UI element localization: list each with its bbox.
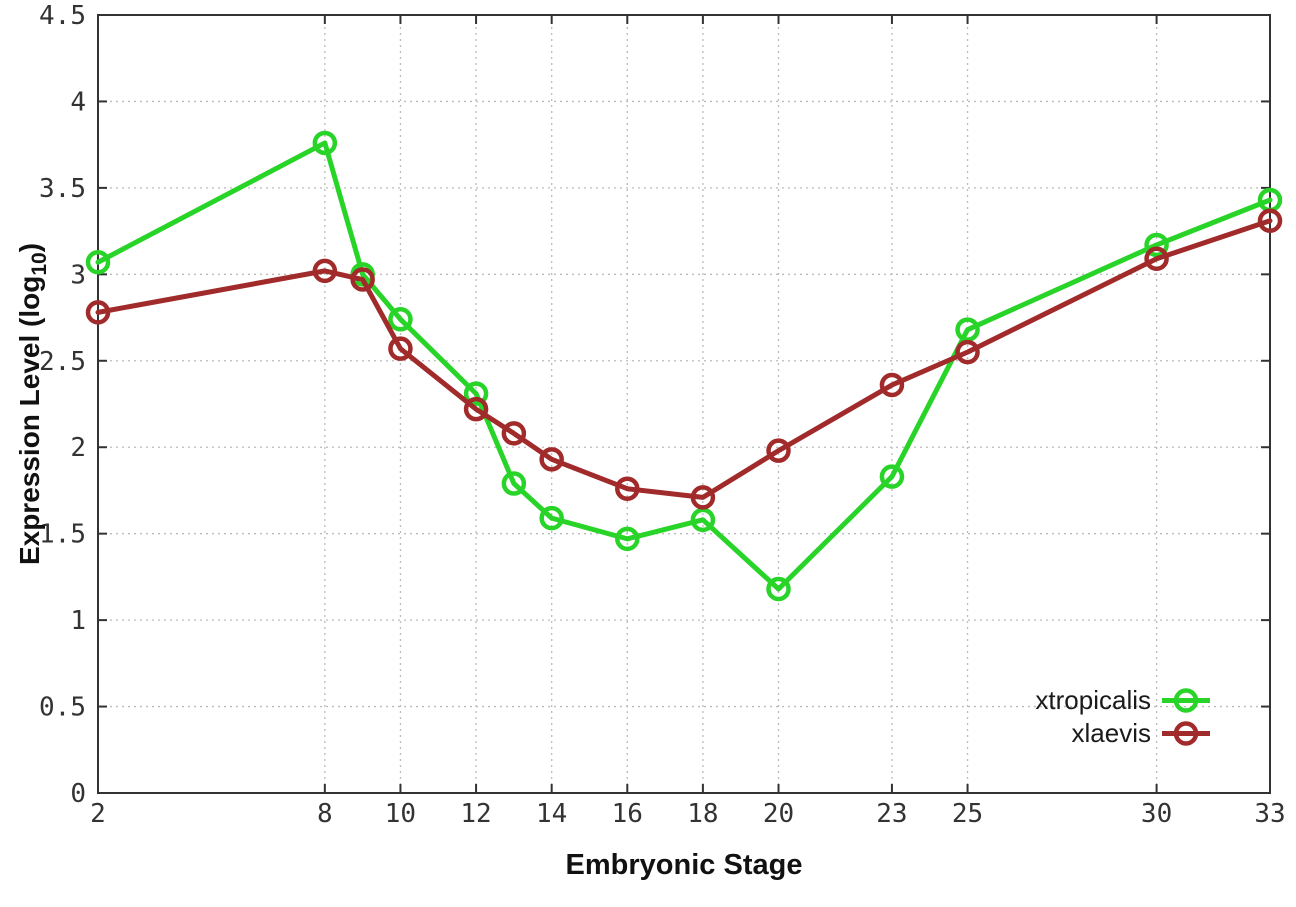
data-point-xlaevis [388,336,413,361]
data-point-xtropicalis [85,249,111,275]
data-point-xtropicalis [615,526,640,552]
x-tick-label: 10 [385,799,416,829]
y-tick-label: 1 [70,606,86,636]
series-line-xtropicalis [95,140,1273,592]
data-point-xtropicalis [463,381,489,406]
y-axis-title: Expression Level (log10) [14,243,52,565]
x-axis-title: Embryonic Stage [565,849,803,881]
x-tick-label: 12 [460,799,491,829]
data-point-xlaevis [85,300,111,325]
data-point-xlaevis [501,421,527,446]
data-point-xtropicalis [690,507,716,533]
plot-frame [97,14,1271,794]
data-point-xtropicalis [388,307,413,332]
x-tick-label: 25 [952,799,983,829]
y-tick-label: 4.5 [39,1,86,31]
y-axis-title-close: ) [14,242,46,253]
data-point-xlaevis [879,372,905,398]
y-tick-label: 2 [70,433,86,463]
data-point-xlaevis [1257,208,1283,233]
y-tick-label: 2.5 [39,347,86,377]
legend-marker-icon [1162,721,1210,746]
x-tick-label: 33 [1254,799,1285,829]
legend-item-xlaevis: xlaevis [1035,719,1212,748]
data-point-xtropicalis [312,130,338,156]
x-tick-label: 14 [536,799,567,829]
y-tick-label: 0 [70,779,86,809]
legend-item-xtropicalis: xtropicalis [1035,686,1212,715]
data-point-xlaevis [350,267,375,292]
data-point-xtropicalis [1144,232,1169,258]
y-axis-title-subscript: 10 [27,252,51,276]
x-tick-label: 8 [317,799,333,829]
y-tick-label: 4 [70,87,86,117]
x-tick-label: 23 [876,799,907,829]
legend: xtropicalis xlaevis [1035,686,1212,748]
x-tick-label: 30 [1141,799,1172,829]
series-line-xlaevis [95,218,1273,500]
data-point-xlaevis [1144,246,1169,272]
y-axis-title-text: Expression Level (log [14,275,46,566]
data-point-xlaevis [615,476,640,501]
y-tick-label: 1.5 [39,520,86,550]
data-point-xlaevis [539,447,564,472]
y-tick-label: 3 [70,260,86,290]
legend-label: xlaevis [1071,718,1151,748]
data-point-xtropicalis [539,505,564,531]
x-tick-label: 2 [90,799,106,829]
data-point-xtropicalis [879,464,905,489]
data-point-xtropicalis [501,471,527,496]
data-point-xtropicalis [766,576,791,602]
data-point-xlaevis [690,485,716,510]
legend-label: xtropicalis [1035,685,1151,715]
data-point-xlaevis [312,258,338,284]
data-point-xlaevis [955,339,980,365]
x-tick-label: 20 [763,799,794,829]
data-point-xlaevis [766,438,791,463]
y-tick-label: 0.5 [39,693,86,723]
x-tick-label: 18 [687,799,718,829]
y-tick-label: 3.5 [39,174,86,204]
x-tick-label: 16 [612,799,643,829]
legend-marker-icon [1162,688,1210,713]
data-point-xtropicalis [955,317,980,342]
data-point-xlaevis [463,396,489,422]
